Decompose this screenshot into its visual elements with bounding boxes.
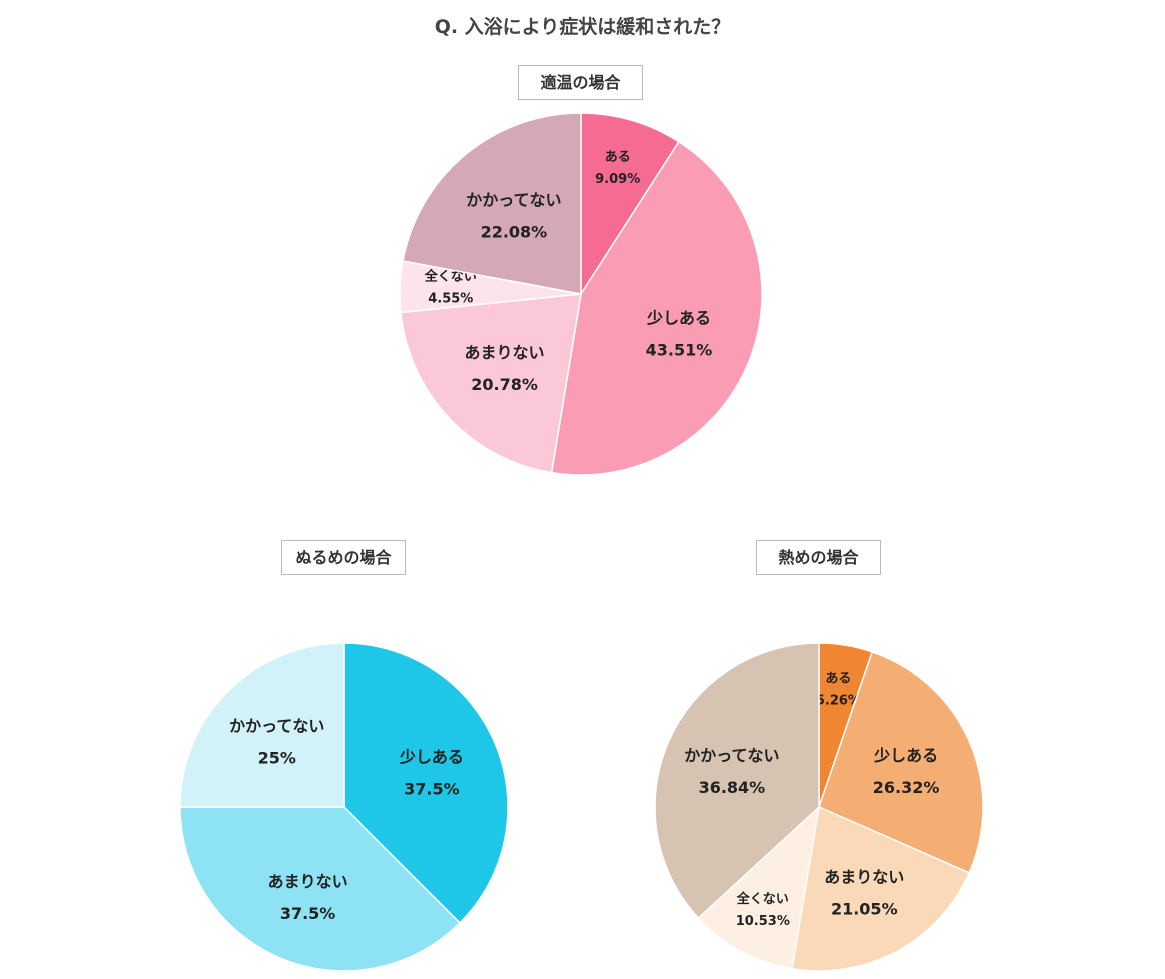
pie-slice — [697, 804, 821, 970]
slice-category-label: かかってない — [229, 717, 324, 736]
pie-slice — [179, 642, 345, 808]
slice-category-label: あまりない — [824, 868, 904, 887]
slice-value-label: 4.55% — [428, 292, 473, 307]
pie-slice — [580, 112, 680, 297]
question-title: Q. 入浴により症状は緩和された？ — [434, 16, 731, 38]
slice-value-label: 25% — [258, 749, 296, 768]
slice-category-label: 少しある — [646, 309, 711, 328]
pie-slice — [818, 650, 984, 874]
slice-category-label: かかってない — [684, 746, 779, 765]
slice-category-label: ある — [825, 672, 851, 687]
slice-category-label: あまりない — [268, 872, 348, 891]
slice-category-label: あまりない — [465, 343, 545, 362]
chart-title-tekion: 適温の場合 — [518, 65, 643, 100]
pie-slice — [179, 806, 462, 972]
slice-value-label: 26.32% — [873, 778, 940, 797]
pie-slice — [402, 112, 582, 295]
pie-slice — [343, 642, 509, 925]
slice-value-label: 21.05% — [831, 900, 898, 919]
slice-value-label: 9.09% — [595, 172, 640, 187]
pie-slice — [550, 140, 763, 476]
slice-category-label: ある — [605, 150, 631, 165]
slice-value-label: 43.51% — [646, 341, 713, 360]
slice-value-label: 10.53% — [736, 914, 790, 929]
slice-value-label: 20.78% — [471, 375, 538, 394]
chart-title-atsume: 熱めの場合 — [756, 540, 881, 575]
slice-category-label: 全くない — [736, 891, 789, 907]
slice-category-label: 少しある — [399, 748, 464, 767]
chart-title-nurume: ぬるめの場合 — [281, 540, 406, 575]
slice-value-label: 37.5% — [404, 780, 460, 799]
slice-value-label: 22.08% — [481, 222, 548, 241]
slice-value-label: 5.26% — [816, 694, 861, 709]
pie-slice — [791, 805, 971, 972]
slice-category-label: 少しある — [873, 746, 938, 765]
slice-value-label: 36.84% — [699, 778, 766, 797]
slice-value-label: 37.5% — [280, 904, 336, 923]
pie-slice — [400, 293, 582, 474]
pie-slice — [654, 642, 820, 920]
slice-category-label: かかってない — [466, 190, 561, 209]
